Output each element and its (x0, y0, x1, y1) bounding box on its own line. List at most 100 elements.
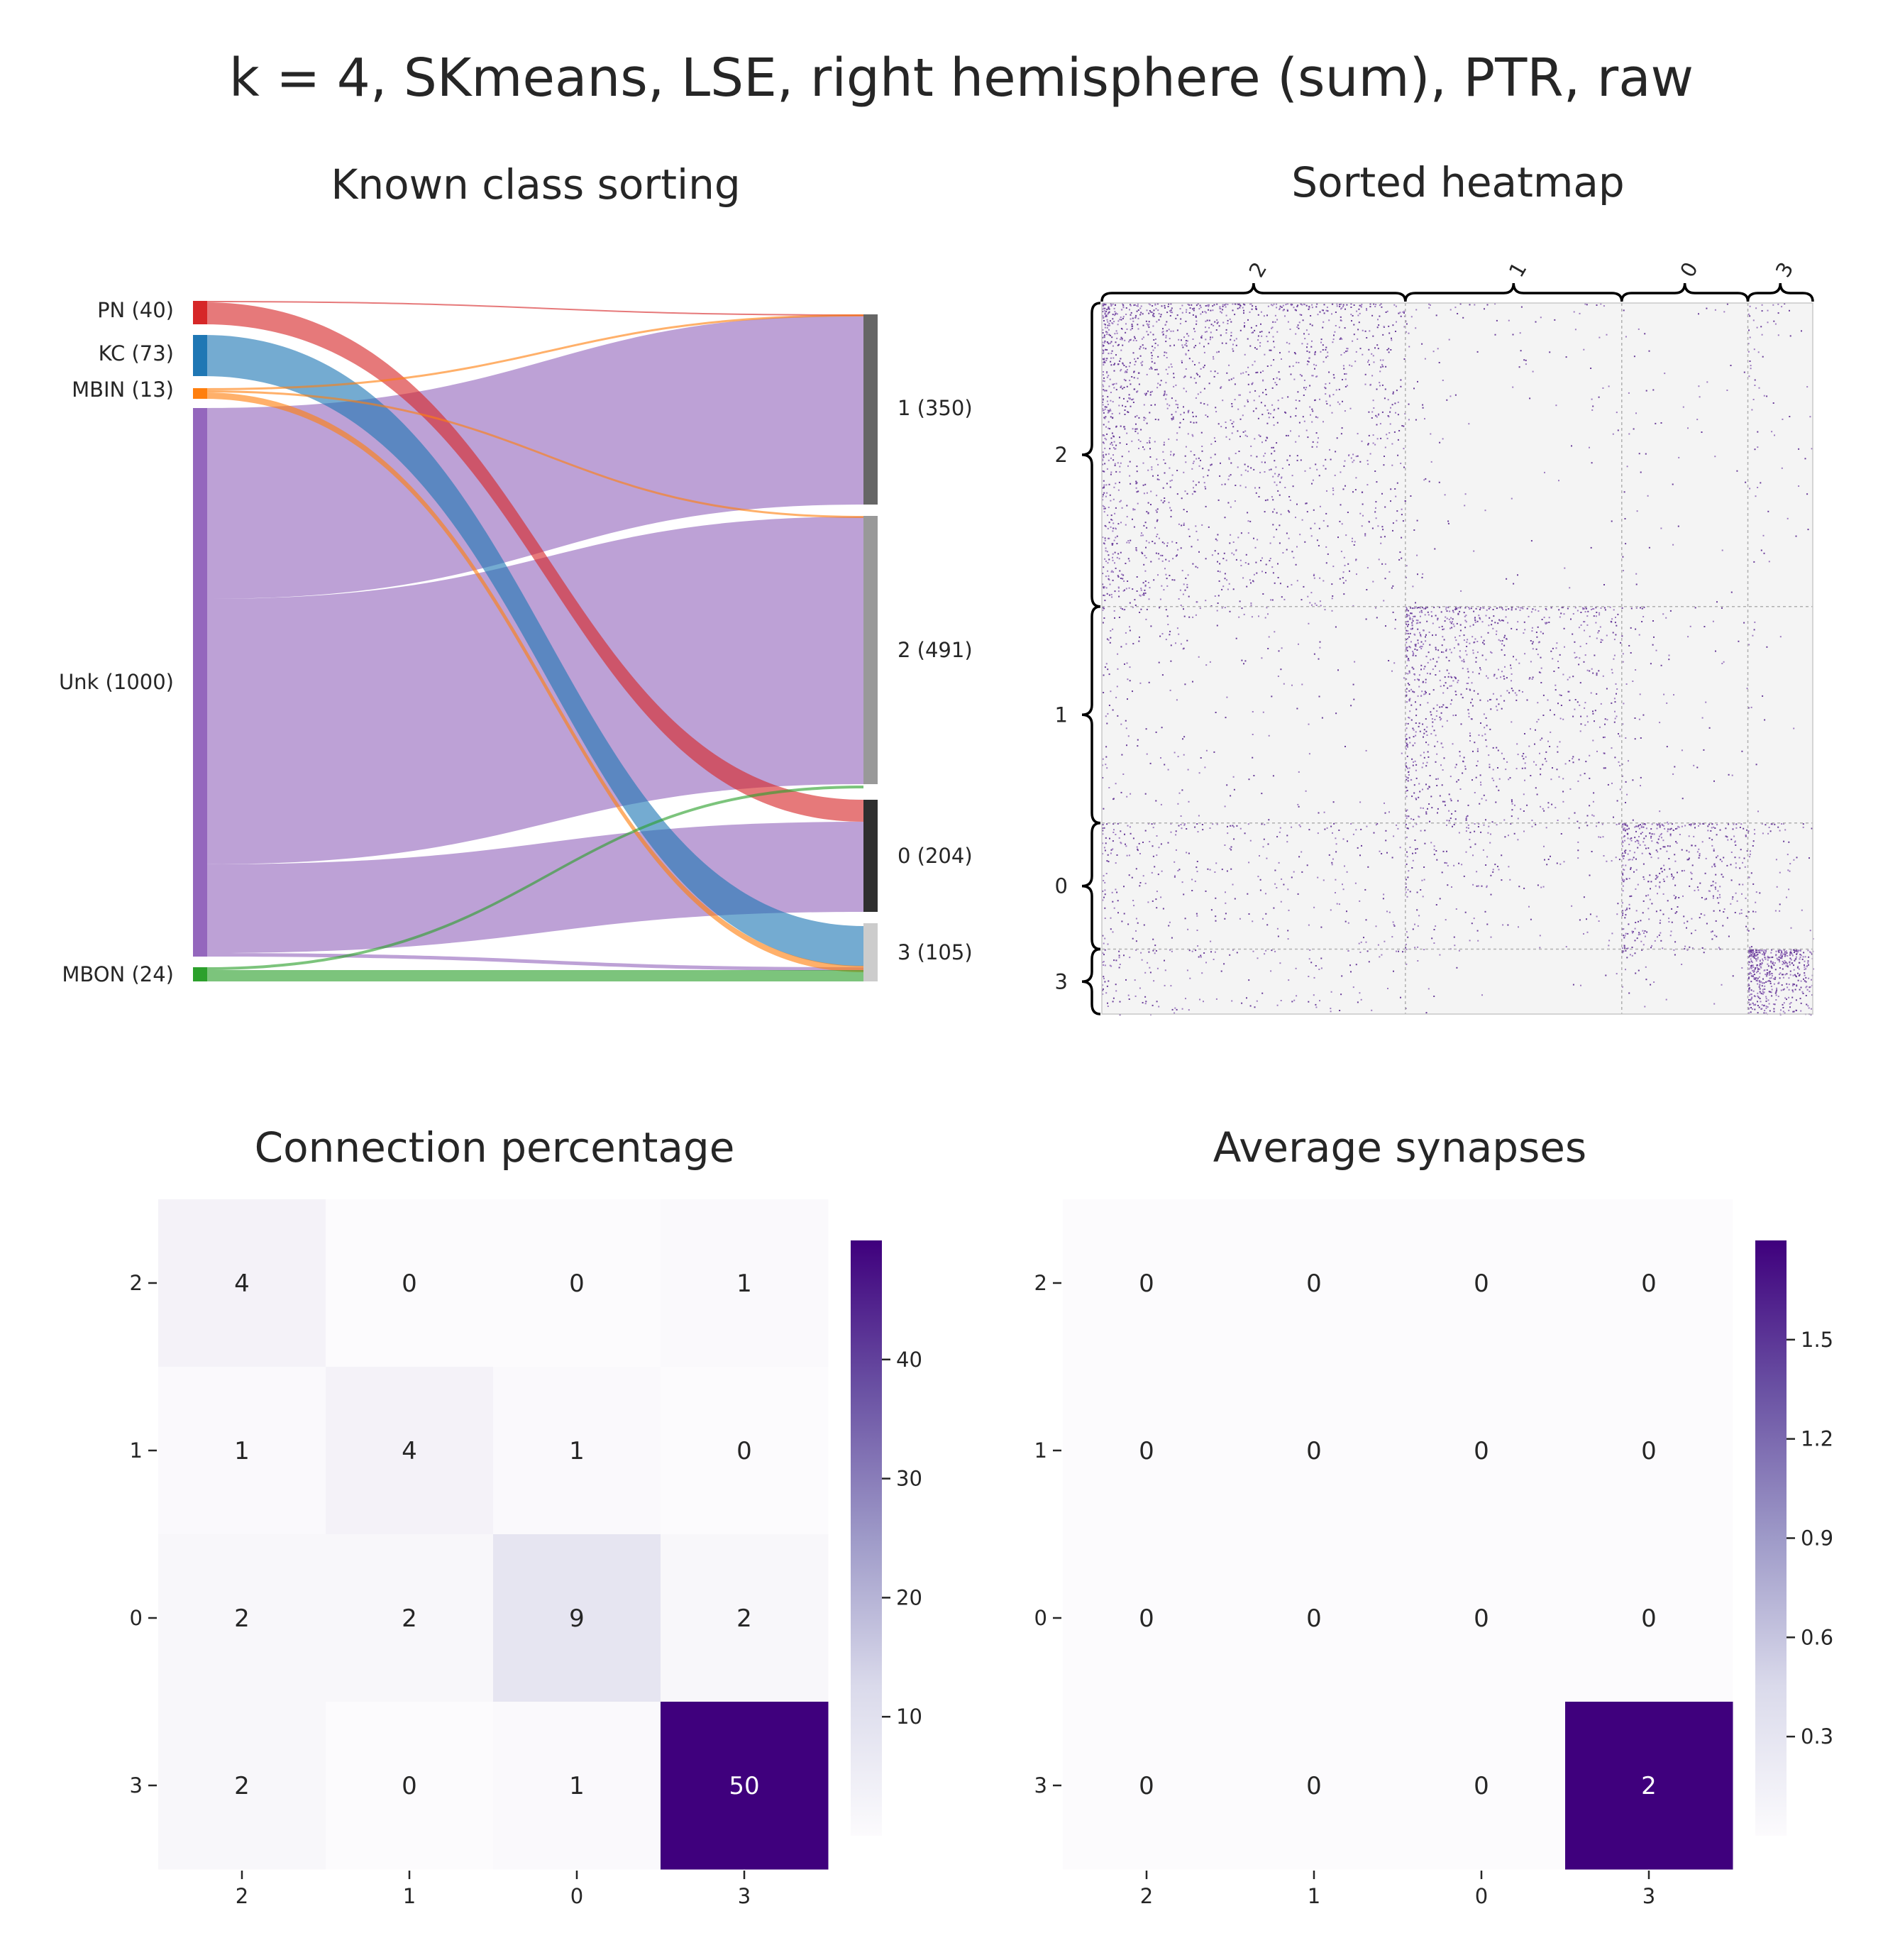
connection-dot (1106, 551, 1108, 553)
connection-dot (1125, 643, 1127, 645)
connection-dot (1145, 320, 1147, 322)
connection-dot (1572, 613, 1574, 615)
connection-dot (1638, 969, 1640, 971)
connection-dot (1130, 383, 1132, 385)
connection-dot (1596, 693, 1598, 695)
connection-dot (1421, 879, 1423, 881)
connection-dot (1711, 844, 1713, 847)
connection-dot (1465, 615, 1467, 617)
connection-dot (1470, 607, 1472, 610)
connection-dot (1144, 580, 1147, 582)
connection-dot (1713, 850, 1715, 852)
connection-dot (1211, 554, 1213, 556)
connection-dot (1424, 690, 1426, 693)
connection-dot (1435, 904, 1437, 905)
connection-dot (1115, 783, 1117, 785)
connection-dot (1144, 996, 1147, 998)
connection-dot (1209, 661, 1211, 663)
connection-dot (1318, 658, 1320, 660)
connection-dot (1301, 851, 1303, 853)
connection-dot (1422, 762, 1424, 764)
connection-dot (1752, 319, 1755, 321)
connection-dot (1182, 738, 1183, 740)
connection-dot (1353, 544, 1355, 546)
connection-dot (1112, 823, 1115, 825)
connection-dot (1176, 329, 1178, 331)
connection-dot (1428, 744, 1430, 746)
connection-dot (1233, 339, 1235, 341)
connection-dot (1638, 634, 1640, 636)
connection-dot (1637, 883, 1639, 886)
connection-dot (1457, 679, 1459, 681)
connection-dot (1246, 997, 1247, 999)
connection-dot (1420, 610, 1423, 612)
connection-dot (1125, 720, 1127, 722)
connection-dot (1711, 823, 1713, 825)
connection-dot (1160, 500, 1162, 502)
connection-dot (1157, 382, 1159, 385)
connection-dot (1102, 398, 1104, 400)
connection-dot (1443, 628, 1445, 630)
connection-dot (1408, 646, 1410, 648)
connection-dot (1437, 656, 1440, 659)
connection-dot (1313, 363, 1315, 365)
connection-dot (1176, 470, 1178, 471)
connection-dot (1782, 974, 1784, 976)
connection-dot (1657, 893, 1658, 895)
connection-dot (1220, 308, 1222, 309)
connection-dot (1492, 871, 1494, 873)
connection-dot (1144, 589, 1146, 591)
connection-dot (1261, 823, 1263, 825)
connection-dot (1677, 906, 1679, 908)
connection-dot (1688, 835, 1690, 837)
connection-dot (1274, 473, 1276, 475)
connection-dot (1129, 957, 1131, 959)
connection-dot (1352, 537, 1353, 539)
connection-dot (1734, 912, 1736, 913)
connection-dot (1640, 832, 1642, 835)
connection-dot (1305, 790, 1307, 792)
connection-dot (1624, 518, 1626, 519)
connection-dot (1237, 430, 1239, 432)
connection-dot (1272, 475, 1274, 478)
connection-dot (1449, 798, 1452, 800)
connection-dot (1474, 830, 1476, 832)
connection-dot (1314, 400, 1316, 402)
connection-dot (1154, 952, 1156, 954)
connection-dot (1183, 471, 1185, 473)
connection-dot (1606, 860, 1608, 862)
connection-dot (1755, 495, 1757, 497)
connection-dot (1196, 930, 1198, 931)
connection-dot (1691, 947, 1694, 949)
connection-dot (1247, 512, 1249, 514)
connection-dot (1308, 308, 1310, 310)
connection-dot (1103, 896, 1105, 898)
connection-dot (1413, 736, 1415, 738)
connection-dot (1432, 689, 1435, 691)
connection-dot (1662, 839, 1664, 842)
connection-dot (1590, 546, 1592, 549)
connection-dot (1268, 819, 1270, 821)
connection-dot (1209, 869, 1211, 871)
connection-dot (1511, 673, 1513, 675)
connection-dot (1488, 825, 1490, 827)
connection-dot (1467, 683, 1469, 684)
connection-dot (1345, 534, 1347, 536)
connection-dot (1343, 368, 1345, 370)
connection-dot (1512, 690, 1514, 692)
connection-dot (1250, 326, 1252, 329)
connection-dot (1172, 418, 1174, 420)
connection-dot (1490, 893, 1492, 896)
connection-dot (1111, 432, 1113, 434)
connection-dot (1235, 637, 1237, 639)
connection-dot (1483, 643, 1485, 645)
connection-dot (1432, 708, 1435, 710)
connection-dot (1451, 813, 1453, 815)
connection-dot (1121, 507, 1123, 509)
connection-dot (1234, 399, 1236, 401)
connection-dot (1203, 1001, 1204, 1003)
connection-dot (1365, 941, 1367, 943)
connection-dot (1426, 606, 1428, 608)
connection-dot (1116, 332, 1118, 334)
connection-dot (1103, 364, 1105, 366)
